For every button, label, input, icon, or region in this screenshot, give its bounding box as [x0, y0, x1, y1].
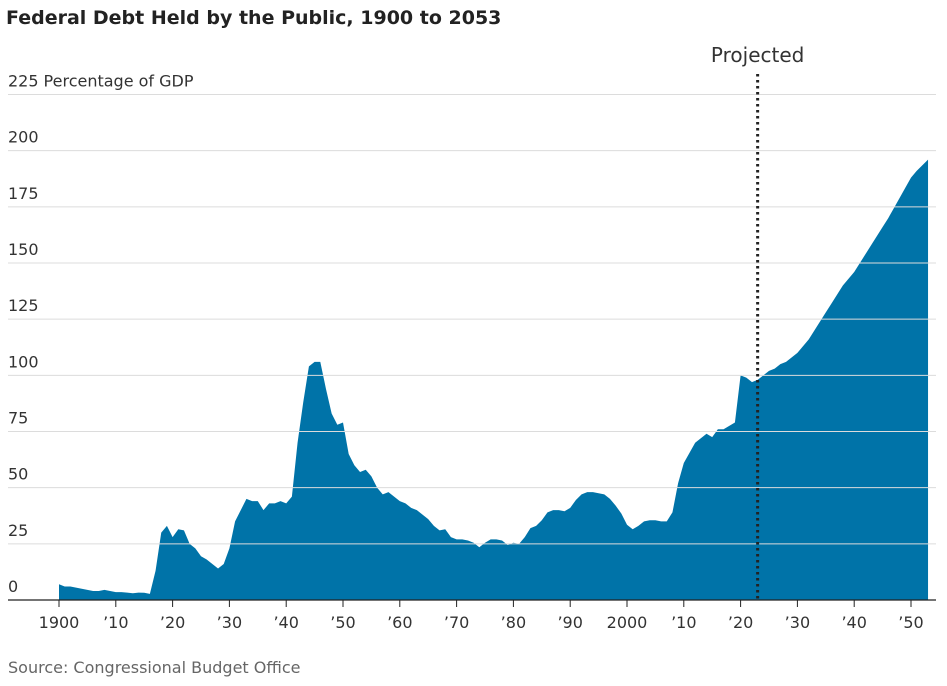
- x-tick-label: ’10: [103, 613, 128, 632]
- x-tick-label: ’40: [273, 613, 298, 632]
- chart-title: Federal Debt Held by the Public, 1900 to…: [6, 7, 501, 29]
- x-tick-label: ’70: [444, 613, 469, 632]
- x-tick-label: ’10: [671, 613, 696, 632]
- source: Source: Congressional Budget Office: [8, 658, 300, 677]
- x-tick-label: ’90: [557, 613, 582, 632]
- x-tick-label: ’60: [387, 613, 412, 632]
- x-tick-label: 2000: [607, 613, 648, 632]
- y-tick-label: 50: [8, 465, 28, 484]
- x-tick-label: 1900: [39, 613, 80, 632]
- y-tick-label: 225: [8, 72, 39, 91]
- area: [59, 159, 929, 601]
- y-tick-label: 175: [8, 184, 39, 203]
- x-tick-label: ’20: [160, 613, 185, 632]
- y-tick-label: 25: [8, 521, 28, 540]
- x-tick-label: ’30: [785, 613, 810, 632]
- x-tick-label: ’50: [330, 613, 355, 632]
- y-tick-label: 0: [8, 577, 18, 596]
- x-tick-label: ’50: [898, 613, 923, 632]
- y-axis-label: Percentage of GDP: [44, 72, 194, 91]
- y-tick-label: 100: [8, 352, 39, 371]
- x-tick-label: ’80: [501, 613, 526, 632]
- x-tick-label: ’20: [728, 613, 753, 632]
- y-tick-label: 200: [8, 128, 39, 147]
- x-tick-label: ’30: [217, 613, 242, 632]
- y-tick-label: 125: [8, 296, 39, 315]
- y-tick-label: 75: [8, 409, 28, 428]
- y-tick-label: 150: [8, 240, 39, 259]
- x-tick-label: ’40: [841, 613, 866, 632]
- annotation: Projected: [711, 43, 804, 67]
